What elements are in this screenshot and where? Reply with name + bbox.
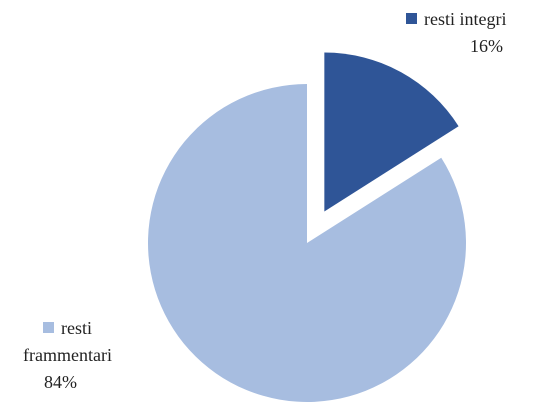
slice-name: resti frammentari	[23, 318, 112, 365]
legend-swatch	[43, 322, 54, 333]
slice-value: 84%	[44, 372, 77, 392]
slice-value: 16%	[470, 36, 503, 56]
legend-swatch	[406, 13, 417, 24]
pie-slice	[324, 52, 459, 212]
slice-label: resti integri	[406, 6, 506, 33]
pie-slice	[147, 84, 467, 402]
slice-name: resti integri	[424, 9, 507, 29]
slice-label: resti frammentari	[10, 315, 125, 369]
